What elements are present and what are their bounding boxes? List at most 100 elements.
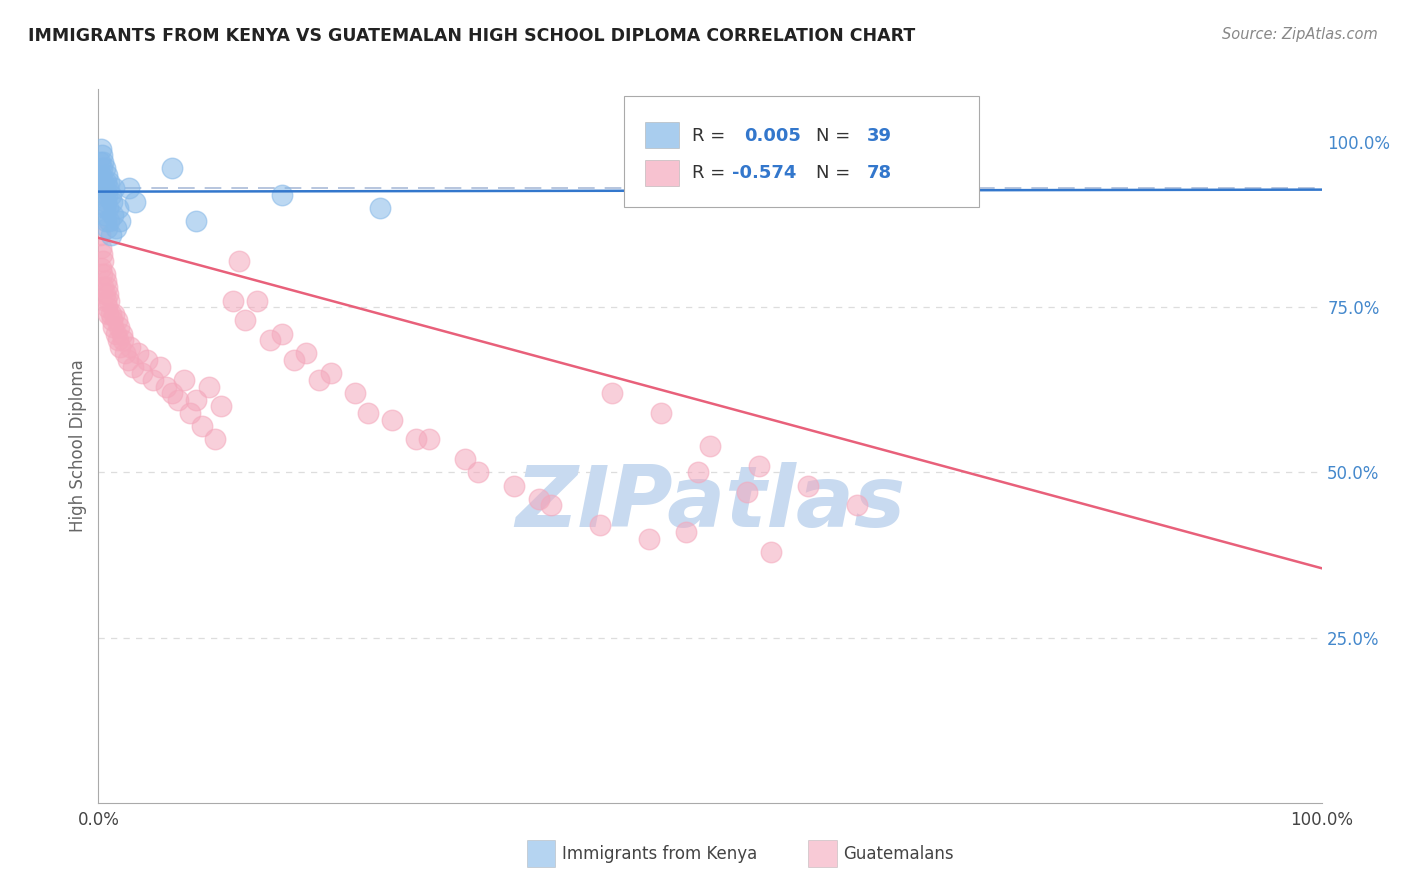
Point <box>100 227 122 242</box>
Point <box>94 214 117 228</box>
Point <box>97 201 120 215</box>
Text: N =: N = <box>817 127 856 145</box>
Point <box>91 175 114 189</box>
Point <box>735 485 758 500</box>
Point <box>91 154 114 169</box>
Point <box>94 274 117 288</box>
Point <box>259 333 281 347</box>
Point <box>91 148 114 162</box>
Point <box>91 161 114 176</box>
Point <box>167 392 190 407</box>
Text: ZIPatlas: ZIPatlas <box>515 461 905 545</box>
FancyBboxPatch shape <box>624 96 979 207</box>
Text: 39: 39 <box>866 127 891 145</box>
Point <box>699 439 721 453</box>
Point <box>686 466 709 480</box>
Point <box>93 161 115 176</box>
Point <box>735 181 758 195</box>
Point <box>100 307 122 321</box>
Y-axis label: High School Diploma: High School Diploma <box>69 359 87 533</box>
Point <box>110 214 132 228</box>
Point <box>101 320 124 334</box>
Point <box>117 353 139 368</box>
Point <box>270 188 294 202</box>
Text: IMMIGRANTS FROM KENYA VS GUATEMALAN HIGH SCHOOL DIPLOMA CORRELATION CHART: IMMIGRANTS FROM KENYA VS GUATEMALAN HIGH… <box>28 27 915 45</box>
Point <box>381 412 404 426</box>
Point <box>228 254 250 268</box>
Point <box>467 466 489 480</box>
Point <box>270 326 294 341</box>
Point <box>94 293 117 308</box>
Point <box>96 188 118 202</box>
Point <box>356 406 378 420</box>
Point <box>93 267 115 281</box>
Point <box>90 260 112 275</box>
Point <box>91 247 114 261</box>
Point <box>90 168 112 182</box>
Point <box>91 280 114 294</box>
Point <box>89 227 111 242</box>
Point <box>204 433 226 447</box>
Text: Guatemalans: Guatemalans <box>844 845 955 863</box>
Point <box>160 386 183 401</box>
Point <box>118 181 141 195</box>
Point <box>98 175 121 189</box>
Point <box>405 433 427 447</box>
Point <box>91 181 114 195</box>
Point <box>94 175 117 189</box>
Point <box>90 241 112 255</box>
Point <box>111 333 134 347</box>
Point <box>344 386 367 401</box>
Point <box>101 194 124 209</box>
FancyBboxPatch shape <box>645 160 679 186</box>
Point <box>111 326 134 341</box>
Point <box>103 181 125 195</box>
Point <box>186 392 208 407</box>
Point <box>179 406 201 420</box>
Point <box>748 458 770 473</box>
Point <box>91 188 114 202</box>
Point <box>197 379 219 393</box>
Text: Source: ZipAtlas.com: Source: ZipAtlas.com <box>1222 27 1378 42</box>
Point <box>136 353 159 368</box>
Text: R =: R = <box>692 164 731 182</box>
Point <box>94 194 117 209</box>
Point <box>675 524 697 539</box>
Text: R =: R = <box>692 127 731 145</box>
Point <box>105 313 128 327</box>
Point <box>110 340 132 354</box>
Point <box>233 313 256 327</box>
Point <box>319 367 342 381</box>
Point <box>503 478 526 492</box>
Point <box>650 406 672 420</box>
Point <box>98 214 121 228</box>
Point <box>131 367 153 381</box>
Point <box>454 452 477 467</box>
Point <box>149 359 172 374</box>
Point <box>96 280 118 294</box>
Text: 0.005: 0.005 <box>744 127 801 145</box>
Point <box>97 181 120 195</box>
Point <box>93 208 115 222</box>
FancyBboxPatch shape <box>645 122 679 148</box>
Point <box>93 287 115 301</box>
Text: 78: 78 <box>866 164 891 182</box>
Point <box>638 532 661 546</box>
Point <box>89 154 111 169</box>
Point <box>209 400 232 414</box>
Point <box>96 168 118 182</box>
Point <box>222 293 245 308</box>
Point <box>96 300 118 314</box>
Point <box>186 214 208 228</box>
Point <box>108 320 131 334</box>
Point <box>100 188 122 202</box>
Point <box>155 379 177 393</box>
Point <box>797 478 820 492</box>
Point <box>283 353 305 368</box>
Point <box>589 518 612 533</box>
Point <box>103 307 125 321</box>
Point <box>127 346 149 360</box>
Point <box>93 201 115 215</box>
Point <box>761 545 783 559</box>
Point <box>104 221 127 235</box>
